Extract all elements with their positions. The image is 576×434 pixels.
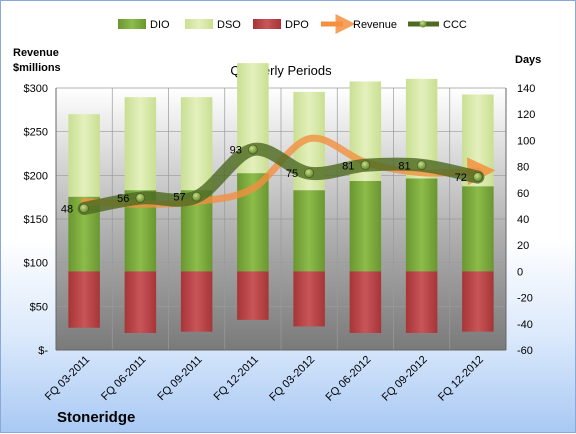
legend-dio-label: DIO [150, 19, 170, 31]
right-tick-label: -60 [517, 345, 533, 357]
left-axis-label-line1: Revenue [13, 47, 59, 59]
ccc-data-label: 57 [173, 192, 185, 204]
left-tick-label: $150 [24, 214, 48, 226]
right-tick-label: 120 [517, 109, 535, 121]
x-tick-label: FQ 09-2012 [380, 354, 430, 404]
legend-dpo-label: DPO [285, 19, 309, 31]
bar-dio [293, 190, 325, 272]
right-axis-label: Days [515, 54, 541, 66]
legend-ccc-label: CCC [443, 19, 467, 31]
ccc-point [416, 160, 427, 171]
bar-dpo [180, 271, 213, 332]
left-tick-label: $100 [24, 258, 48, 270]
bar-dpo [462, 271, 494, 332]
x-tick-label: FQ 06-2011 [99, 354, 148, 403]
bar-dpo [405, 271, 438, 333]
legend-dso-swatch [185, 19, 213, 29]
bar-dpo [68, 271, 100, 328]
right-tick-label: -40 [517, 319, 533, 331]
ccc-data-label: 75 [286, 168, 298, 180]
left-tick-label: $250 [24, 127, 48, 139]
ccc-point [135, 193, 146, 203]
ccc-data-label: 72 [455, 172, 467, 184]
ccc-data-label: 93 [230, 145, 242, 157]
right-tick-label: 80 [517, 162, 529, 174]
ccc-point [360, 160, 371, 171]
ccc-line [77, 142, 485, 216]
left-tick-label: $50 [30, 301, 48, 313]
legend: DIO DSO DPO Revenue CCC [118, 14, 467, 34]
ccc-point [79, 203, 89, 214]
bar-dso [68, 114, 100, 197]
left-tick-label: $- [38, 345, 48, 357]
ccc-data-label: 48 [61, 204, 73, 216]
right-tick-label: -20 [517, 293, 533, 305]
x-tick-label: FQ 03-2012 [267, 354, 317, 404]
x-tick-label: FQ 12-2011 [212, 354, 261, 403]
bar-dso [180, 97, 213, 191]
right-tick-label: 100 [517, 135, 535, 147]
right-tick-label: 20 [517, 240, 529, 252]
legend-dso-label: DSO [217, 19, 241, 31]
x-tick-label: FQ 06-2012 [324, 354, 374, 404]
bar-dso [124, 97, 157, 191]
ccc-data-label: 81 [398, 160, 410, 172]
ccc-point [473, 172, 483, 182]
legend-revenue-label: Revenue [353, 19, 397, 31]
x-tick-label: FQ 03-2011 [43, 354, 92, 403]
right-tick-label: 140 [517, 83, 535, 95]
x-tick-label: FQ 12-2012 [436, 354, 486, 404]
ccc-point [304, 168, 314, 178]
legend-dpo-swatch [253, 19, 281, 29]
company-name: Stoneridge [57, 409, 135, 426]
legend-ccc-dot [419, 20, 427, 28]
bar-dio [462, 186, 494, 272]
ccc-data-label: 81 [342, 160, 354, 172]
bar-dpo [293, 271, 325, 327]
legend-dio-swatch [118, 19, 146, 29]
ccc-point [191, 191, 202, 202]
left-axis-label-line2: $millions [13, 62, 61, 74]
bar-dpo [349, 271, 382, 333]
left-tick-label: $300 [24, 83, 48, 95]
ccc-point [248, 144, 258, 155]
right-tick-label: 40 [517, 214, 529, 226]
bar-dio [405, 178, 438, 272]
bar-dpo [237, 271, 269, 320]
bar-dpo [124, 271, 157, 333]
right-tick-label: 0 [517, 266, 523, 278]
right-tick-label: 60 [517, 188, 529, 200]
ccc-data-label: 56 [117, 193, 129, 205]
left-tick-label: $200 [24, 170, 48, 182]
bar-dio [349, 181, 382, 272]
x-tick-label: FQ 09-2011 [155, 354, 204, 403]
